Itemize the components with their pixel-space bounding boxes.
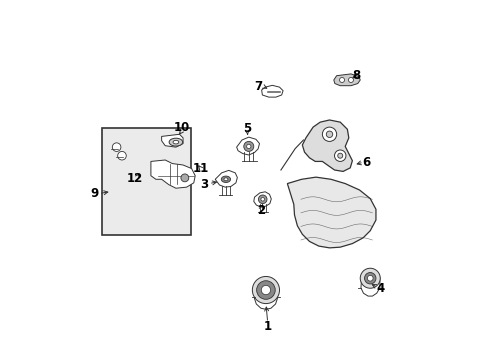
- Circle shape: [112, 143, 121, 152]
- Text: 4: 4: [376, 283, 384, 296]
- Polygon shape: [261, 85, 283, 97]
- Circle shape: [118, 152, 126, 160]
- Polygon shape: [253, 192, 271, 207]
- Circle shape: [322, 127, 336, 141]
- Circle shape: [325, 131, 332, 138]
- Circle shape: [246, 144, 250, 149]
- Polygon shape: [302, 120, 352, 171]
- Circle shape: [258, 195, 266, 203]
- Text: 3: 3: [200, 178, 208, 191]
- Text: 5: 5: [243, 122, 251, 135]
- Circle shape: [339, 77, 344, 82]
- Polygon shape: [151, 160, 195, 188]
- Circle shape: [364, 273, 375, 284]
- Text: 10: 10: [174, 121, 190, 134]
- Ellipse shape: [173, 140, 179, 144]
- Polygon shape: [360, 277, 379, 296]
- Text: 7: 7: [254, 80, 263, 93]
- Ellipse shape: [224, 178, 227, 181]
- Polygon shape: [254, 288, 277, 309]
- Circle shape: [334, 150, 345, 161]
- Ellipse shape: [169, 138, 183, 146]
- Text: 6: 6: [362, 156, 370, 169]
- Text: 12: 12: [126, 172, 142, 185]
- Polygon shape: [236, 137, 259, 155]
- Polygon shape: [215, 170, 237, 187]
- Text: 1: 1: [263, 320, 271, 333]
- Bar: [102, 128, 190, 235]
- Text: 9: 9: [90, 187, 99, 200]
- Ellipse shape: [221, 176, 230, 183]
- Polygon shape: [287, 177, 375, 248]
- Circle shape: [244, 141, 253, 152]
- Text: 11: 11: [192, 162, 208, 175]
- Circle shape: [252, 276, 279, 303]
- Circle shape: [261, 285, 270, 295]
- Circle shape: [337, 153, 342, 158]
- Circle shape: [261, 198, 264, 201]
- Circle shape: [256, 281, 275, 299]
- Circle shape: [348, 77, 353, 82]
- Polygon shape: [162, 134, 183, 147]
- Text: 8: 8: [351, 69, 359, 82]
- Polygon shape: [333, 74, 360, 86]
- Circle shape: [366, 275, 372, 281]
- Circle shape: [360, 268, 380, 288]
- Text: 2: 2: [257, 204, 265, 217]
- Circle shape: [181, 174, 188, 182]
